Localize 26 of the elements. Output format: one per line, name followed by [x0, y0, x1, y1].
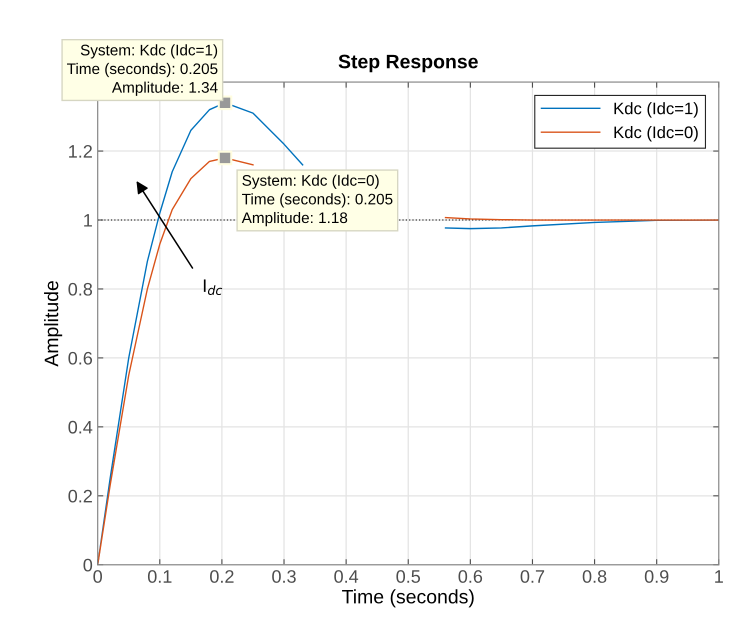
- legend-label: Kdc (Idc=0): [614, 126, 698, 142]
- x-axis-title: Time (seconds): [342, 589, 474, 608]
- x-tick-label: 0: [93, 570, 102, 583]
- y-tick-label: 0.4: [68, 420, 92, 434]
- y-tick-label: 1: [84, 214, 92, 227]
- y-tick-label: 0: [83, 558, 92, 572]
- annotation: System: Kdc (Idc=1) Time (seconds): 0.205 Amplitude: 1.34: [67, 44, 218, 96]
- chart-title: Step Response: [338, 54, 478, 72]
- x-tick-label: 0.1: [148, 570, 172, 583]
- x-tick-label: 0.3: [272, 570, 296, 583]
- legend-label: Kdc (Idc=1): [614, 102, 698, 118]
- x-tick-label: 0.9: [644, 570, 668, 583]
- y-tick-label: 0.2: [68, 490, 92, 503]
- x-tick-label: 0.6: [458, 570, 482, 583]
- x-tick-label: 0.4: [334, 570, 358, 583]
- y-axis-title: Amplitude: [44, 281, 62, 367]
- x-tick-label: 0.2: [210, 570, 234, 583]
- annotation: I$_{dc}$: [204, 279, 222, 296]
- annotation: System: Kdc (Idc=0) Time (seconds): 0.205 Amplitude: 1.18: [242, 174, 392, 226]
- x-tick-label: 0.7: [520, 570, 544, 583]
- y-tick-label: 1.2: [69, 144, 92, 158]
- x-tick-label: 0.8: [582, 570, 606, 583]
- x-tick-label: 1: [715, 570, 723, 583]
- y-tick-label: 0.8: [68, 282, 92, 296]
- y-tick-label: 0.6: [68, 352, 92, 365]
- x-tick-label: 0.5: [396, 570, 420, 583]
